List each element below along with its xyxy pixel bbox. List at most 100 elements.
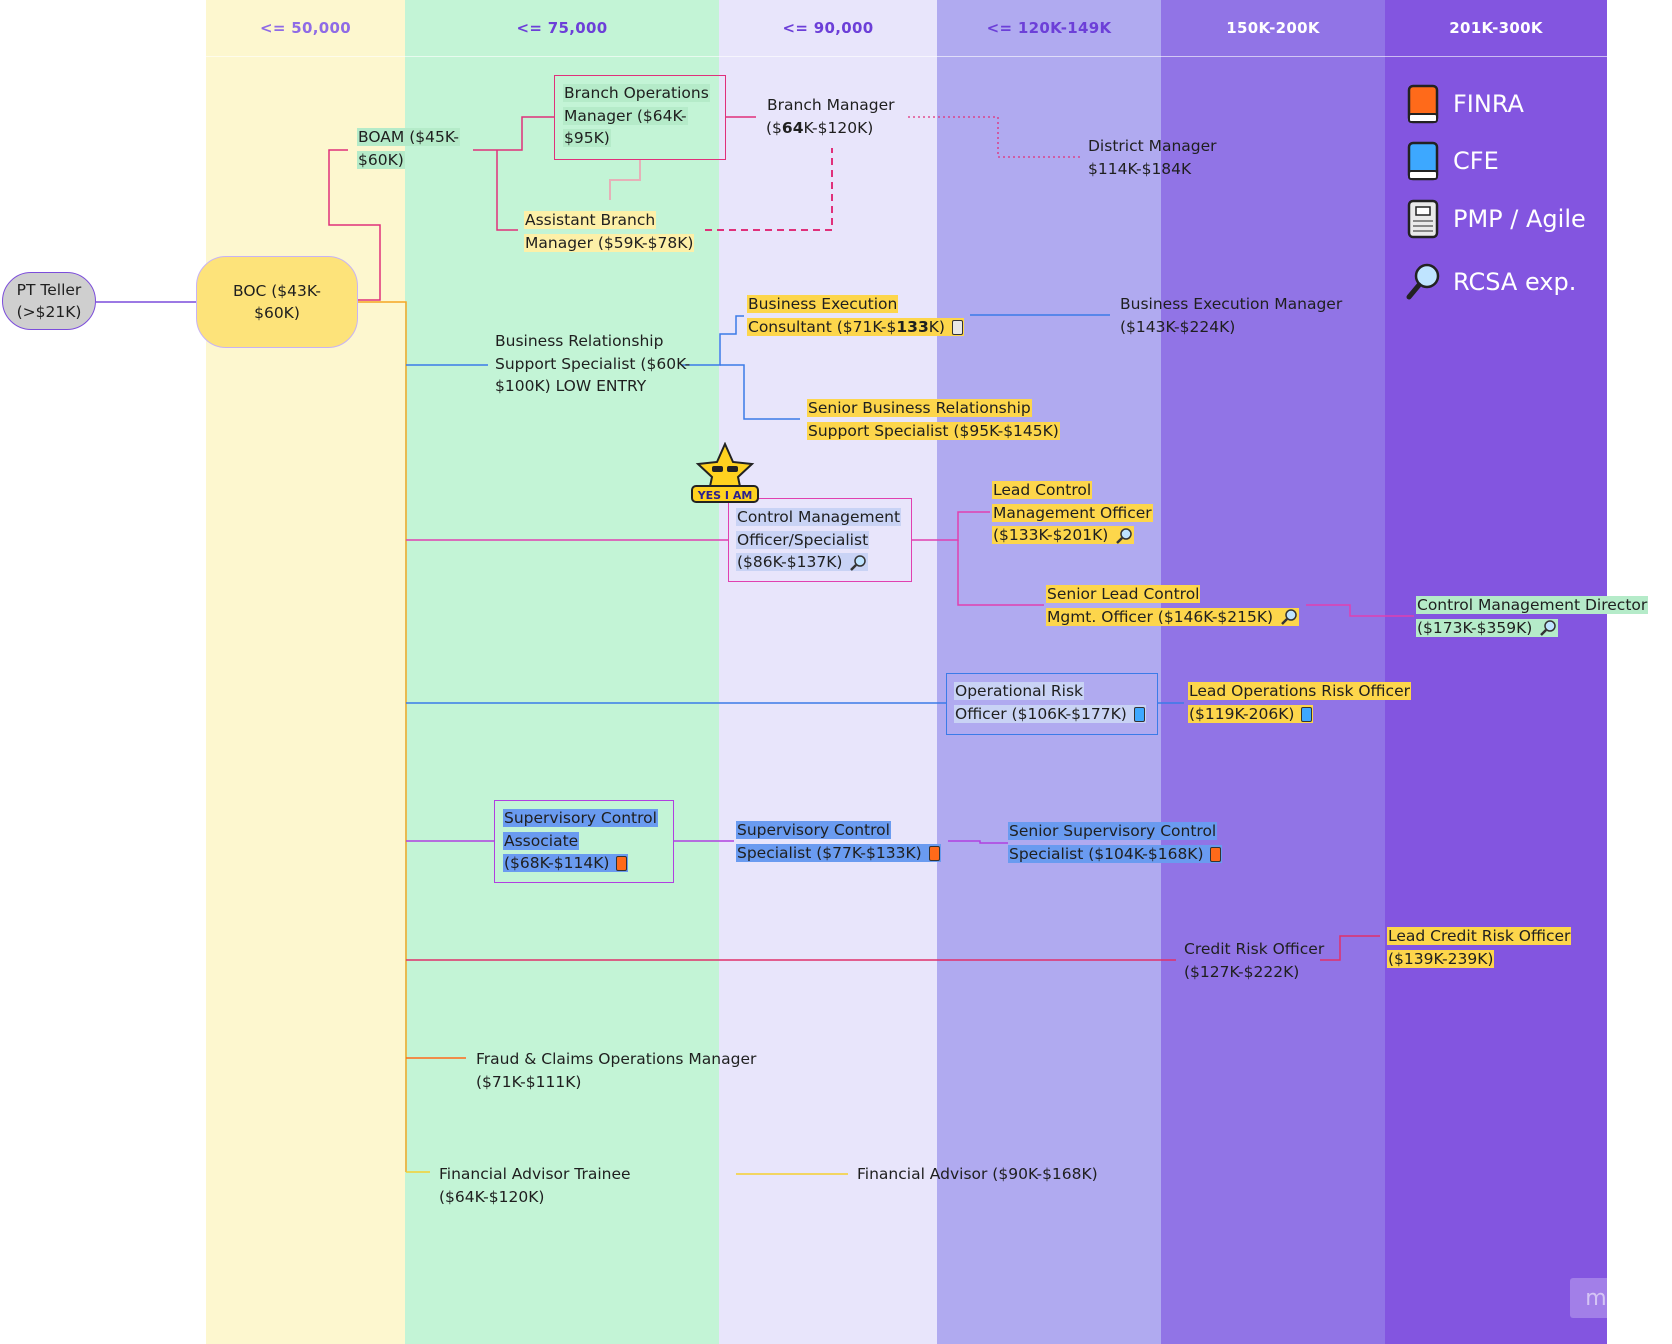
branch-ops-node[interactable]: Branch Operations Manager ($64K- $95K) (563, 82, 710, 150)
magnifier-icon (1406, 263, 1440, 300)
cmd-node[interactable]: Control Management Director ($173K-$359K… (1416, 594, 1649, 639)
boam-node[interactable]: BOAM ($45K- $60K) (357, 126, 460, 171)
sca-node[interactable]: Supervisory Control Associate ($68K-$114… (503, 807, 658, 875)
bec-line2a: Consultant ($71K-$ (748, 317, 897, 336)
column-header-2: <= 75,000 (405, 0, 719, 57)
asst-branch-line1: Assistant Branch (524, 211, 657, 229)
fat-node[interactable]: Financial Advisor Trainee ($64K-$120K) (438, 1163, 632, 1208)
lcro-line1: Lead Credit Risk Officer (1387, 927, 1572, 945)
orange-book-icon (616, 856, 628, 871)
asst-branch-line2: Manager ($59K-$78K) (524, 233, 695, 252)
scs-node[interactable]: Supervisory Control Specialist ($77K-$13… (736, 819, 941, 864)
cro-line1: Credit Risk Officer (1184, 940, 1325, 958)
lcmo-node[interactable]: Lead Control Management Officer ($133K-$… (992, 479, 1153, 547)
oro-line2: Officer ($106K-$177K) (954, 704, 1146, 723)
legend-finra-label: FINRA (1453, 90, 1524, 118)
fcom-line1: Fraud & Claims Operations Manager (476, 1050, 757, 1068)
orange-book-icon (1210, 846, 1222, 862)
bem-node[interactable]: Business Execution Manager ($143K-$224K) (1119, 293, 1343, 338)
scs-line2: Specialist ($77K-$133K) (736, 843, 941, 862)
boam-line2: $60K) (357, 150, 405, 169)
sbrss-node[interactable]: Senior Business Relationship Support Spe… (807, 397, 1060, 442)
oro-line1: Operational Risk (954, 682, 1084, 700)
lcro-line2: ($139K-239K) (1387, 949, 1495, 968)
slcmo-line2-text: Mgmt. Officer ($146K-$215K) (1047, 607, 1274, 626)
pt-teller-node[interactable]: PT Teller (>$21K) (2, 272, 96, 330)
blue-book-icon (1133, 706, 1145, 722)
column-band-3 (719, 0, 937, 1344)
notebook-icon (951, 319, 963, 335)
cmo-line3: ($86K-$137K) (736, 553, 869, 571)
yes-i-am-badge: YES I AM (688, 441, 762, 506)
sscs-node[interactable]: Senior Supervisory Control Specialist ($… (1008, 820, 1223, 865)
legend-rcsa: RCSA exp. (1405, 262, 1576, 302)
scs-line2-text: Specialist ($77K-$133K) (737, 843, 922, 862)
bec-node[interactable]: Business Execution Consultant ($71K-$133… (747, 293, 964, 338)
brss-line1: Business Relationship (495, 332, 664, 350)
cmo-line2: Officer/Specialist (736, 530, 870, 549)
orange-book-icon (928, 845, 940, 861)
fa-line1: Financial Advisor ($90K-$168K) (857, 1165, 1098, 1183)
branch-ops-line1: Branch Operations (563, 84, 710, 102)
notebook-icon (1407, 199, 1439, 239)
loro-node[interactable]: Lead Operations Risk Officer ($119K-206K… (1188, 680, 1411, 725)
cmd-line1: Control Management Director (1416, 596, 1649, 614)
cro-line2: ($127K-$222K) (1184, 962, 1300, 981)
legend-pmp: PMP / Agile (1405, 199, 1586, 239)
loro-line2-text: ($119K-206K) (1189, 704, 1295, 723)
column-header-6: 201K-300K (1385, 0, 1607, 57)
district-manager-line1: District Manager (1088, 137, 1217, 155)
legend-cfe-label: CFE (1453, 147, 1499, 175)
lcmo-line3: ($133K-$201K) (992, 526, 1135, 544)
sca-line1: Supervisory Control (503, 809, 658, 827)
bec-line1: Business Execution (747, 295, 899, 313)
oro-box (946, 673, 1158, 735)
sscs-line2: Specialist ($104K-$168K) (1008, 844, 1223, 863)
brss-line3: $100K) LOW ENTRY (495, 377, 647, 395)
bem-line2: ($143K-$224K) (1120, 317, 1236, 336)
column-header-3: <= 90,000 (719, 0, 937, 57)
fa-node[interactable]: Financial Advisor ($90K-$168K) (856, 1163, 1099, 1186)
column-header-4: <= 120K-149K (937, 0, 1161, 57)
asst-branch-node[interactable]: Assistant Branch Manager ($59K-$78K) (524, 209, 695, 254)
branch-ops-line2: Manager ($64K- (563, 106, 688, 125)
cmo-box (728, 498, 912, 582)
brss-line2: Support Specialist ($60K- (495, 354, 691, 373)
bec-line2c: K) (928, 317, 945, 336)
magnifier-icon (1281, 609, 1297, 625)
blue-book-icon (1407, 141, 1439, 181)
fcom-line2: ($71K-$111K) (476, 1072, 582, 1091)
branch-manager-line2a: ($ (766, 118, 782, 137)
lcro-node[interactable]: Lead Credit Risk Officer ($139K-239K) (1387, 925, 1572, 970)
boc-node[interactable]: BOC ($43K- $60K) (196, 256, 358, 348)
cmo-node[interactable]: Control Management Officer/Specialist ($… (736, 506, 902, 574)
miro-watermark: miro (1570, 1278, 1650, 1318)
brss-node[interactable]: Business Relationship Support Specialist… (494, 330, 691, 398)
loro-line2: ($119K-206K) (1188, 704, 1314, 723)
slcmo-node[interactable]: Senior Lead Control Mgmt. Officer ($146K… (1046, 583, 1300, 628)
sca-line2: Associate (503, 831, 580, 850)
pt-teller-line1: PT Teller (16, 280, 82, 299)
orange-book-icon (1407, 84, 1439, 124)
cro-node[interactable]: Credit Risk Officer ($127K-$222K) (1183, 938, 1325, 983)
magnifier-icon (1116, 527, 1132, 544)
cmd-line2-text: ($173K-$359K) (1417, 618, 1533, 637)
district-manager-node[interactable]: District Manager $114K-$184K (1087, 135, 1218, 180)
branch-manager-node[interactable]: Branch Manager ($64K-$120K) (766, 94, 896, 139)
sca-box (494, 800, 674, 883)
fcom-node[interactable]: Fraud & Claims Operations Manager ($71K-… (475, 1048, 757, 1093)
pt-teller-line2: (>$21K) (16, 303, 82, 321)
cmo-line3-text: ($86K-$137K) (737, 553, 843, 571)
branch-manager-line2b: 64 (781, 118, 804, 137)
oro-node[interactable]: Operational Risk Officer ($106K-$177K) (954, 680, 1146, 725)
sca-line3: ($68K-$114K) (503, 854, 629, 872)
boam-line1: BOAM ($45K- (357, 128, 460, 146)
lcmo-line2: Management Officer (992, 503, 1153, 522)
slcmo-line2: Mgmt. Officer ($146K-$215K) (1046, 607, 1300, 626)
column-header-1: <= 50,000 (206, 0, 405, 57)
fat-line2: ($64K-$120K) (439, 1187, 545, 1206)
branch-ops-line3: $95K) (563, 129, 611, 147)
star-sunglasses-sticker: YES I AM (691, 441, 759, 503)
bem-line1: Business Execution Manager (1120, 295, 1343, 313)
